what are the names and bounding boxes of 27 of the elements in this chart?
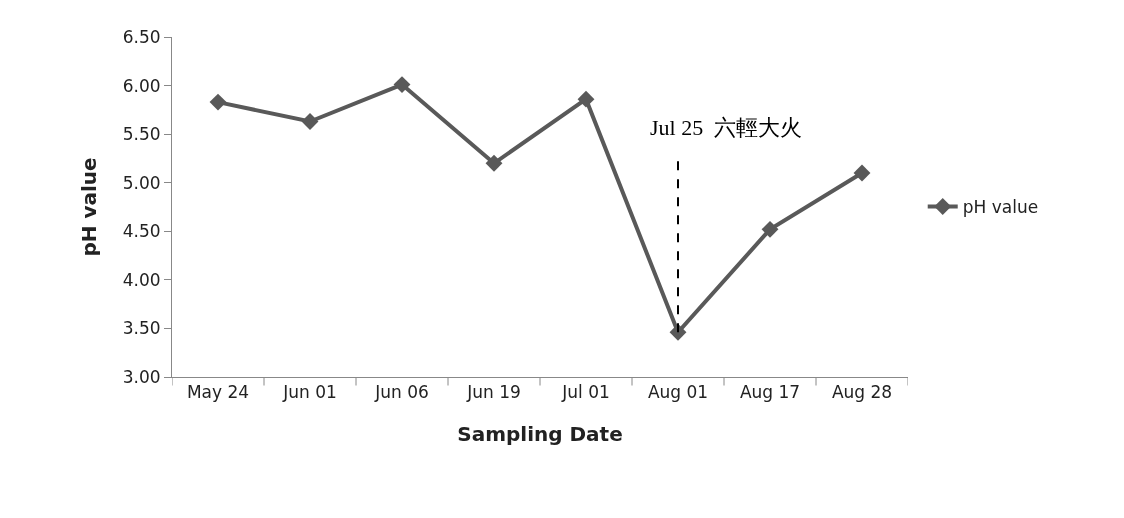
point [761, 220, 779, 238]
y-tick-label: 3.50 [122, 318, 161, 339]
y-tick-label: 5.00 [122, 172, 161, 193]
point [393, 76, 411, 94]
x-tick-label: May 24 [186, 382, 250, 403]
y-tick-label: 6.50 [122, 26, 161, 47]
x-tick-label: Jun 01 [282, 382, 337, 403]
x-axis-title: Sampling Date [457, 421, 623, 446]
x-tick-label: Aug 01 [647, 382, 709, 403]
point [485, 154, 503, 172]
point [301, 113, 319, 130]
point [853, 164, 871, 182]
x-tick-label: Jun 06 [374, 382, 429, 403]
y-tick-label: 4.00 [122, 269, 161, 290]
y-tick-label: 5.50 [122, 124, 161, 145]
y-axis-title: pH value [77, 157, 102, 257]
y-tick-label: 6.00 [122, 75, 161, 96]
y-tick-label: 4.50 [122, 221, 161, 242]
x-tick-label: Aug 28 [831, 382, 893, 403]
point [209, 93, 227, 111]
x-tick-label: Jun 19 [466, 382, 521, 403]
legend-label: pH value [962, 197, 1039, 218]
point [577, 90, 595, 108]
x-tick-label: Jul 01 [561, 382, 610, 403]
ref-line-label: Jul 25 六輕大火 [650, 115, 803, 140]
x-tick-label: Aug 17 [739, 382, 801, 403]
y-tick-label: 3.00 [122, 366, 161, 387]
